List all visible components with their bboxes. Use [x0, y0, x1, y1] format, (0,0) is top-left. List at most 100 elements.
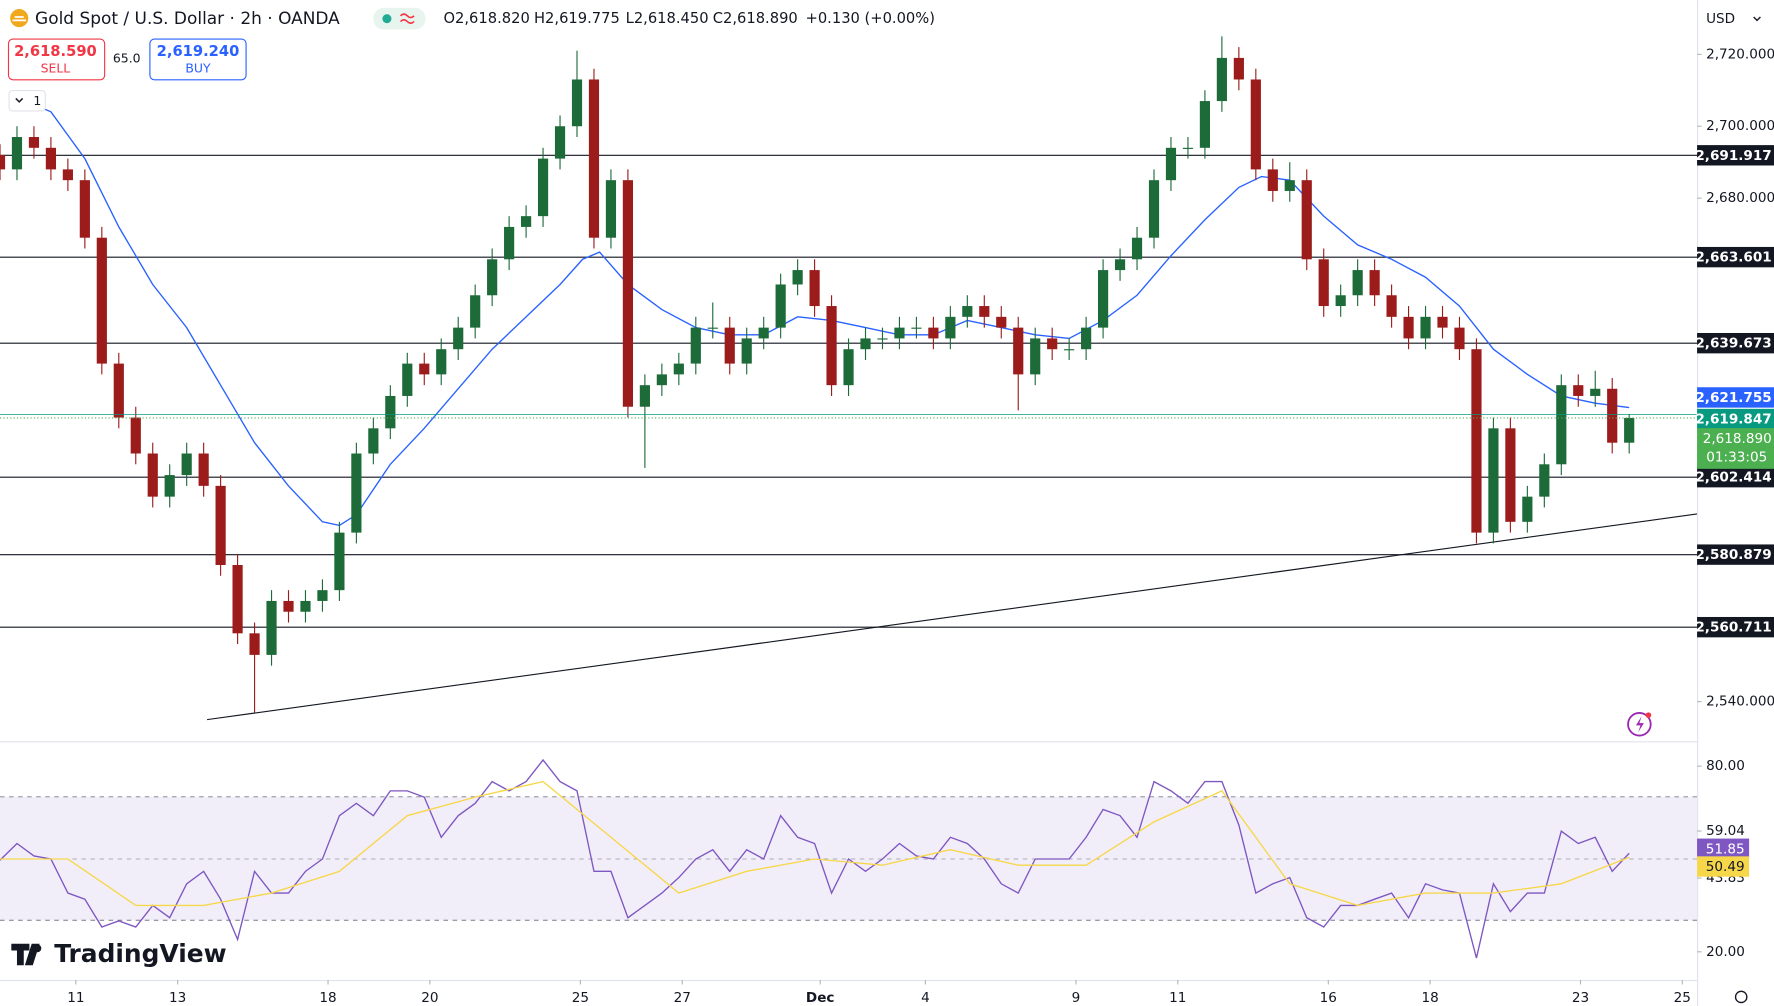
price-label-box: [1697, 428, 1774, 469]
candle-body: [1165, 147, 1177, 181]
chart-title: Gold Spot / U.S. Dollar · 2h · OANDA: [35, 9, 340, 29]
candle-body: [1556, 385, 1567, 465]
rsi-value-label: 50.49: [1706, 859, 1745, 875]
level-label: 2,580.879: [1695, 547, 1771, 563]
price-label: 2,621.755: [1695, 390, 1771, 406]
y-tick-label: 20.00: [1706, 944, 1745, 960]
candle-body: [639, 385, 650, 407]
candle-body: [1607, 388, 1618, 443]
candle-body: [554, 126, 566, 159]
y-tick-label: 2,720.000: [1706, 46, 1774, 62]
candle-body: [1216, 57, 1227, 102]
candle-body: [656, 374, 667, 386]
candle-body: [1148, 180, 1160, 238]
x-tick-label: 11: [1169, 990, 1186, 1006]
y-tick-label: 80.00: [1706, 758, 1745, 774]
candle-body: [368, 428, 379, 454]
settings-icon[interactable]: [1734, 990, 1748, 1004]
x-tick-label: 13: [169, 990, 186, 1006]
y-tick-label: 2,680.000: [1706, 190, 1774, 206]
candle-body: [147, 453, 158, 497]
candle-body: [0, 155, 6, 170]
candle-body: [181, 453, 192, 476]
moving-average: [16, 96, 1630, 527]
candle-body: [11, 137, 23, 170]
y-tick-label: 59.04: [1706, 823, 1745, 839]
candle-body: [809, 270, 820, 307]
candle-body: [775, 284, 786, 328]
candle-body: [1471, 349, 1482, 533]
ohlc-close: C2,618.890: [713, 10, 798, 27]
candle-body: [453, 327, 464, 350]
candle-body: [673, 363, 684, 375]
currency-chevron: [1753, 16, 1761, 22]
candle-body: [1098, 270, 1109, 328]
candle-body: [826, 306, 837, 386]
x-tick-label: 4: [921, 990, 930, 1006]
candle-body: [1081, 327, 1092, 350]
layer: [0, 36, 1698, 959]
candle-body: [758, 327, 769, 339]
candle-body: [470, 295, 481, 328]
candle-body: [860, 338, 871, 350]
buy-label: BUY: [185, 61, 211, 76]
rsi-value-box: [1697, 838, 1750, 859]
sell-button[interactable]: [7, 38, 106, 81]
candle-body: [1522, 496, 1533, 522]
sell-price: 2,618.590: [14, 43, 97, 60]
ohlc-change: +0.130 (+0.00%): [806, 10, 935, 27]
candle-body: [1437, 316, 1448, 328]
candle-body: [928, 327, 939, 339]
candle-body: [1573, 385, 1584, 396]
candle-body: [1488, 428, 1499, 533]
symbol-icon-mark: [12, 16, 27, 22]
candle-body: [1047, 338, 1058, 350]
candle-body: [605, 180, 617, 238]
candle-body: [1131, 237, 1143, 260]
candle-body: [1233, 57, 1244, 80]
indicator-toggle[interactable]: [8, 89, 46, 112]
x-tick-label: 9: [1072, 990, 1081, 1006]
alert-icon[interactable]: [1627, 712, 1652, 737]
candle-body: [792, 270, 803, 285]
candle-body: [130, 417, 141, 454]
x-tick-label: 20: [421, 990, 438, 1006]
indicator-count: 1: [33, 93, 41, 108]
candle-body: [843, 349, 854, 386]
x-tick-label: 16: [1320, 990, 1337, 1006]
candle-body: [1301, 180, 1312, 260]
status-pill[interactable]: [373, 7, 426, 30]
candle-body: [1386, 295, 1397, 317]
candle-body: [402, 363, 413, 396]
candle-body: [1624, 417, 1635, 443]
candle-body: [979, 306, 990, 317]
level-label-box: [1697, 246, 1774, 268]
x-tick-label: 18: [1421, 990, 1438, 1006]
currency[interactable]: USD: [1706, 11, 1735, 27]
ohlc-low: L2,618.450: [626, 10, 709, 27]
candle-body: [317, 590, 328, 601]
candle-body: [690, 327, 701, 364]
candle-body: [1284, 180, 1295, 191]
buy-button[interactable]: [149, 38, 247, 81]
candle-body: [1318, 259, 1329, 307]
sell-label: SELL: [41, 61, 71, 76]
candle-body: [1064, 349, 1075, 351]
countdown: 01:33:05: [1706, 450, 1767, 466]
alert-dot: [1645, 712, 1652, 719]
candle-body: [1403, 316, 1414, 339]
candle-body: [1454, 327, 1465, 350]
level-label: 2,639.673: [1695, 336, 1771, 352]
candle-body: [724, 327, 735, 364]
level-label: 2,560.711: [1695, 620, 1771, 636]
candle-body: [1420, 316, 1431, 339]
candle-body: [1590, 388, 1601, 396]
level-label-box: [1697, 333, 1774, 354]
x-tick-label: 18: [319, 990, 336, 1006]
brand-logo-dot: [33, 944, 42, 953]
candle-body: [96, 237, 107, 364]
candle-body: [1013, 327, 1024, 375]
candle-body: [419, 363, 430, 375]
candle-body: [537, 158, 549, 217]
candle-body: [283, 600, 294, 612]
